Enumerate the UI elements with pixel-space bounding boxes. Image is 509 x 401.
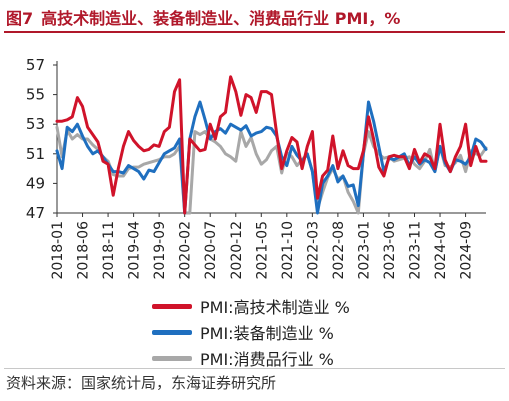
y-tick-label: 51 — [26, 145, 45, 163]
x-tick-label: 2018-01 — [50, 221, 66, 280]
x-tick-label: 2018-11 — [101, 221, 117, 280]
title-divider — [4, 31, 505, 33]
y-tick-label: 49 — [26, 174, 45, 192]
y-tick-label: 47 — [26, 204, 45, 222]
y-tick-label: 57 — [26, 56, 45, 74]
figure-number: 图7 — [6, 9, 34, 28]
legend-swatch — [152, 303, 192, 309]
x-tick-label: 2022-03 — [305, 221, 321, 280]
x-tick-label: 2021-05 — [254, 221, 270, 280]
legend-label: PMI:消费品行业 % — [200, 350, 334, 369]
x-tick-label: 2023-01 — [356, 221, 372, 280]
x-tick-label: 2019-09 — [152, 221, 168, 280]
y-tick-label: 53 — [26, 115, 45, 133]
x-tick-label: 2022-08 — [331, 221, 347, 280]
legend-item: PMI:装备制造业 % — [152, 319, 350, 345]
series-line — [55, 75, 488, 215]
source-divider — [4, 368, 505, 369]
chart-title: 高技术制造业、装备制造业、消费品行业 PMI，% — [41, 9, 401, 28]
source-note: 资料来源：国家统计局，东海证券研究所 — [6, 374, 277, 392]
x-tick-label: 2021-10 — [280, 221, 296, 280]
x-tick-label: 2023-11 — [408, 221, 424, 280]
y-tick-label: 55 — [26, 86, 45, 104]
figure-title: 图7 高技术制造业、装备制造业、消费品行业 PMI，% — [6, 5, 400, 29]
series-line — [55, 100, 488, 215]
legend-label: PMI:高技术制造业 % — [200, 298, 350, 317]
x-tick-label: 2024-09 — [459, 221, 475, 280]
legend-item: PMI:消费品行业 % — [152, 345, 350, 371]
x-tick-label: 2024-04 — [433, 221, 449, 280]
chart-legend: PMI:高技术制造业 % PMI:装备制造业 % PMI:消费品行业 % — [152, 293, 350, 371]
legend-swatch — [152, 329, 192, 335]
series-line — [55, 125, 488, 215]
legend-label: PMI:装备制造业 % — [200, 324, 334, 343]
x-tick-label: 2018-06 — [76, 221, 92, 280]
x-tick-label: 2020-12 — [229, 221, 245, 280]
x-tick-label: 2020-02 — [178, 221, 194, 280]
x-tick-label: 2023-06 — [382, 221, 398, 280]
legend-swatch — [152, 355, 192, 361]
x-tick-label: 2020-07 — [203, 221, 219, 279]
line-chart: 47 49 51 53 55 57 2018-01 2018-06 2018-11 2019-04… — [26, 56, 488, 280]
x-tick-label: 2019-04 — [127, 221, 143, 280]
legend-item: PMI:高技术制造业 % — [152, 293, 350, 319]
